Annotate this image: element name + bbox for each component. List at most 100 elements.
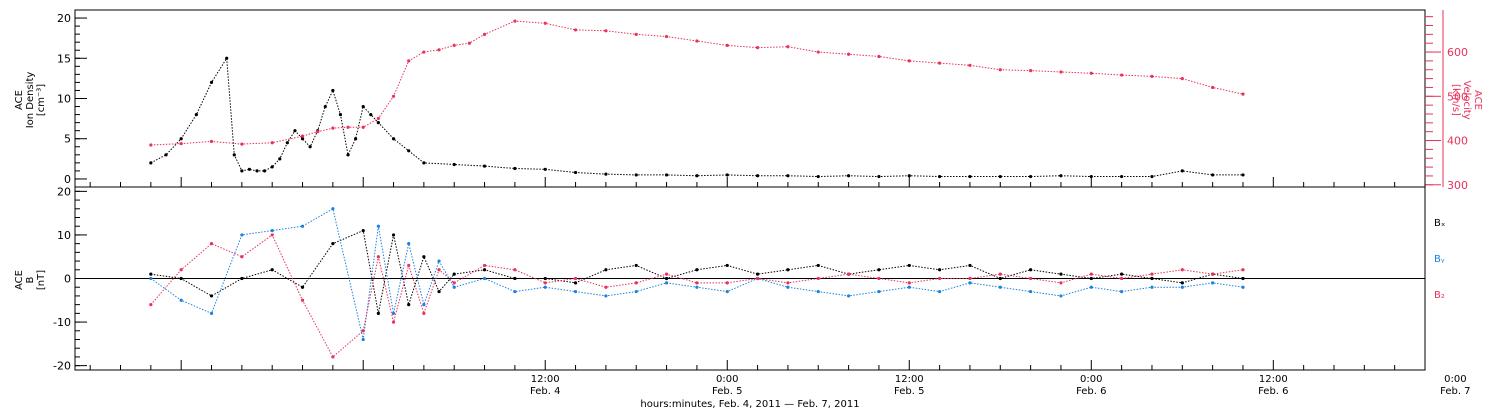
velocity-point <box>422 50 426 54</box>
bz-point <box>1211 272 1215 276</box>
ion-density-point <box>695 174 699 178</box>
velocity-point <box>968 63 972 67</box>
x-tick-time: 0:00 <box>1444 374 1466 385</box>
ion-density-point <box>376 121 380 125</box>
ion-density-point <box>369 112 373 117</box>
velocity-point <box>149 143 153 147</box>
by-point <box>877 289 881 294</box>
velocity-point <box>179 142 183 146</box>
x-tick-date: Feb. 6 <box>1258 386 1288 397</box>
ion-density-point <box>1150 174 1154 179</box>
svg-text:B: B <box>25 276 36 283</box>
ion-density-point <box>407 149 411 153</box>
ion-density-point <box>240 169 244 173</box>
bz-point <box>331 355 335 359</box>
bx-point <box>331 242 335 246</box>
bottom-left-tick-label: -20 <box>53 360 71 373</box>
ion-density-point <box>725 173 729 177</box>
ion-density-point <box>361 104 365 109</box>
bx-point <box>786 268 790 272</box>
bz-point <box>513 268 517 272</box>
by-point <box>998 285 1002 289</box>
ion-density-point <box>179 137 183 141</box>
bz-point <box>422 311 426 315</box>
x-tick-time: 0:00 <box>716 374 738 385</box>
top-right-tick-label: 600 <box>1447 46 1468 59</box>
bx-point <box>604 268 608 272</box>
bx-point <box>968 263 972 268</box>
ion-density-point <box>786 174 790 178</box>
bottom-left-tick-label: 20 <box>57 185 71 198</box>
ion-density-point <box>1089 174 1093 179</box>
ion-density-point <box>573 170 578 175</box>
ion-density-point <box>1180 169 1184 173</box>
bz-line <box>150 234 1244 358</box>
ion-density-point <box>285 141 289 145</box>
velocity-point <box>816 50 820 54</box>
bz-point <box>695 281 699 285</box>
ion-density-point <box>846 174 851 178</box>
by-point <box>695 285 699 289</box>
bx-point <box>816 263 820 268</box>
x-tick-time: 12:00 <box>531 374 560 385</box>
by-point <box>1180 285 1184 289</box>
velocity-point <box>907 59 911 63</box>
ion-density-point <box>482 164 487 168</box>
velocity-point <box>467 41 471 45</box>
bz-point <box>482 263 487 268</box>
bz-point <box>634 281 638 285</box>
x-tick-date: Feb. 5 <box>712 386 742 397</box>
by-point <box>1089 285 1093 289</box>
x-tick-time: 0:00 <box>1080 374 1102 385</box>
bz-point <box>816 276 820 281</box>
ion-density-point <box>331 88 335 93</box>
bz-point <box>209 242 214 246</box>
ion-density-point <box>513 166 517 171</box>
ion-density-point <box>816 174 820 179</box>
by-point <box>1059 294 1063 298</box>
bx-point <box>300 285 305 289</box>
top-left-tick-label: 10 <box>57 93 71 106</box>
bz-point <box>391 320 396 324</box>
top-right-axis-label: ACE Velocity [km/s] <box>1450 80 1483 119</box>
by-point <box>407 242 411 246</box>
bz-point <box>877 276 881 281</box>
ion-density-point <box>164 153 168 157</box>
velocity-point <box>240 142 244 146</box>
top-left-tick-label: 20 <box>57 12 71 25</box>
by-point <box>513 289 517 294</box>
velocity-point <box>877 54 881 59</box>
bx-point <box>361 228 365 233</box>
ion-density-point <box>346 153 350 157</box>
velocity-point <box>725 43 729 48</box>
x-tick-date: Feb. 4 <box>530 386 560 397</box>
velocity-point <box>391 94 396 98</box>
bz-point <box>846 272 851 276</box>
bottom-left-tick-label: 10 <box>57 229 71 242</box>
velocity-point <box>1089 71 1093 75</box>
velocity-point <box>270 141 274 145</box>
by-line <box>150 208 1244 340</box>
velocity-point <box>664 34 669 39</box>
bz-point <box>1180 268 1184 272</box>
by-point <box>422 303 426 307</box>
bz-point <box>1089 272 1093 276</box>
svg-text:ACE: ACE <box>1472 90 1483 110</box>
bz-point <box>240 255 244 259</box>
by-point <box>361 337 365 342</box>
velocity-point <box>634 32 638 36</box>
ion-density-point <box>968 174 972 179</box>
ion-density-point <box>278 157 282 161</box>
by-point <box>437 259 441 263</box>
bz-point <box>786 281 790 285</box>
by-point <box>846 294 851 298</box>
svg-text:[km/s]: [km/s] <box>1450 84 1461 116</box>
ion-density-point <box>263 169 267 173</box>
bx-point <box>376 311 380 315</box>
ion-density-point <box>452 162 456 167</box>
by-point <box>1211 281 1215 285</box>
bx-point <box>998 276 1002 281</box>
velocity-point <box>755 46 760 50</box>
bx-point <box>1059 272 1063 276</box>
top-panel-marks <box>149 19 1245 179</box>
